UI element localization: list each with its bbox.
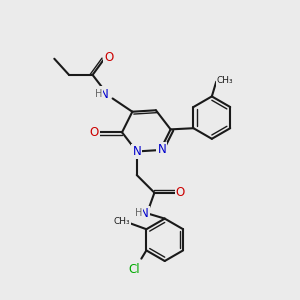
Text: N: N	[158, 143, 166, 157]
Text: N: N	[132, 145, 141, 158]
Text: N: N	[140, 207, 148, 220]
Text: O: O	[176, 186, 185, 199]
Text: O: O	[89, 126, 99, 139]
Text: N: N	[100, 88, 109, 100]
Text: O: O	[104, 51, 113, 64]
Text: H: H	[134, 208, 142, 218]
Text: H: H	[95, 89, 102, 99]
Text: Cl: Cl	[129, 263, 140, 276]
Text: CH₃: CH₃	[114, 217, 130, 226]
Text: CH₃: CH₃	[217, 76, 233, 85]
